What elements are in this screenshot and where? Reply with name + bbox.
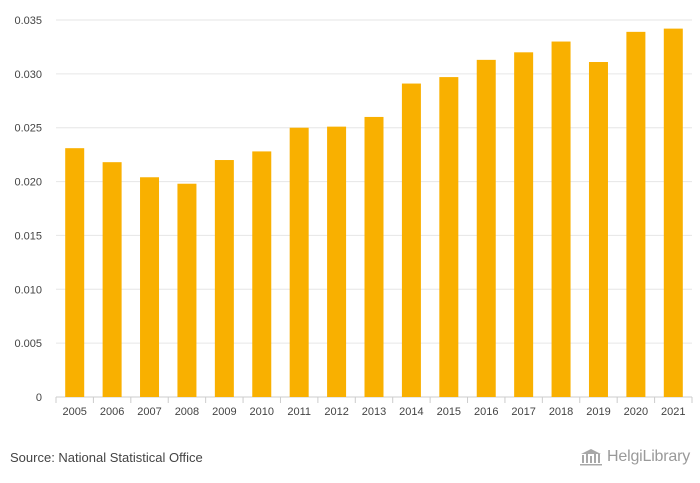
- x-tick-label: 2015: [437, 406, 461, 418]
- bar-2020: [626, 31, 646, 397]
- y-tick-label: 0: [36, 392, 42, 404]
- x-tick-label: 2013: [362, 406, 386, 418]
- bar-2006: [102, 162, 122, 397]
- bar-2012: [327, 126, 347, 397]
- y-axis-ticks: 0 0.005 0.010 0.015 0.020 0.025 0.030 0.035: [14, 15, 42, 404]
- y-tick-label: 0.015: [14, 230, 42, 242]
- bar-2005: [65, 148, 85, 397]
- x-tick-label: 2020: [624, 406, 648, 418]
- helgilibrary-logo[interactable]: HelgiLibrary: [578, 448, 690, 466]
- x-tick-label: 2016: [474, 406, 498, 418]
- bar-2017: [514, 52, 534, 398]
- source-note: Source: National Statistical Office: [10, 450, 203, 465]
- y-tick-label: 0.020: [14, 177, 42, 189]
- bar-2009: [214, 160, 234, 397]
- x-tick-label: 2019: [586, 406, 610, 418]
- y-tick-label: 0.030: [14, 69, 42, 81]
- x-tick-label: 2011: [287, 406, 311, 418]
- x-tick-label: 2018: [549, 406, 573, 418]
- bar-2013: [364, 116, 384, 397]
- bar-2016: [476, 59, 496, 398]
- bar-2021: [663, 28, 683, 397]
- x-tick-label: 2014: [399, 406, 423, 418]
- footer: Source: National Statistical Office Helg…: [0, 448, 700, 472]
- x-tick-label: 2017: [511, 406, 535, 418]
- bar-2010: [252, 151, 272, 397]
- x-tick-label: 2009: [212, 406, 236, 418]
- bar-chart: 0 0.005 0.010 0.015 0.020 0.025 0.030 0.035 200…: [14, 15, 693, 418]
- bar-2008: [177, 183, 197, 397]
- logo-text: HelgiLibrary: [607, 448, 690, 465]
- x-tick-label: 2006: [100, 406, 124, 418]
- y-tick-label: 0.005: [14, 338, 42, 350]
- bars: [65, 28, 683, 398]
- bar-2011: [289, 127, 309, 397]
- x-tick-label: 2005: [62, 406, 86, 418]
- x-axis-ticks: 2005 2006 2007 2008 2009 2010 2011 2012 2013 2014…: [55, 397, 693, 418]
- x-tick-label: 2012: [324, 406, 348, 418]
- bar-2019: [588, 62, 608, 397]
- x-tick-label: 2021: [661, 406, 685, 418]
- x-tick-label: 2008: [175, 406, 199, 418]
- bar-2015: [439, 77, 459, 398]
- y-tick-label: 0.010: [14, 284, 42, 296]
- y-tick-label: 0.035: [14, 15, 42, 27]
- bar-2014: [401, 83, 421, 398]
- x-tick-label: 2007: [137, 406, 161, 418]
- x-tick-label: 2010: [250, 406, 274, 418]
- y-tick-label: 0.025: [14, 123, 42, 135]
- library-building-icon: [580, 449, 603, 466]
- bar-2018: [551, 41, 571, 398]
- bar-2007: [140, 177, 160, 397]
